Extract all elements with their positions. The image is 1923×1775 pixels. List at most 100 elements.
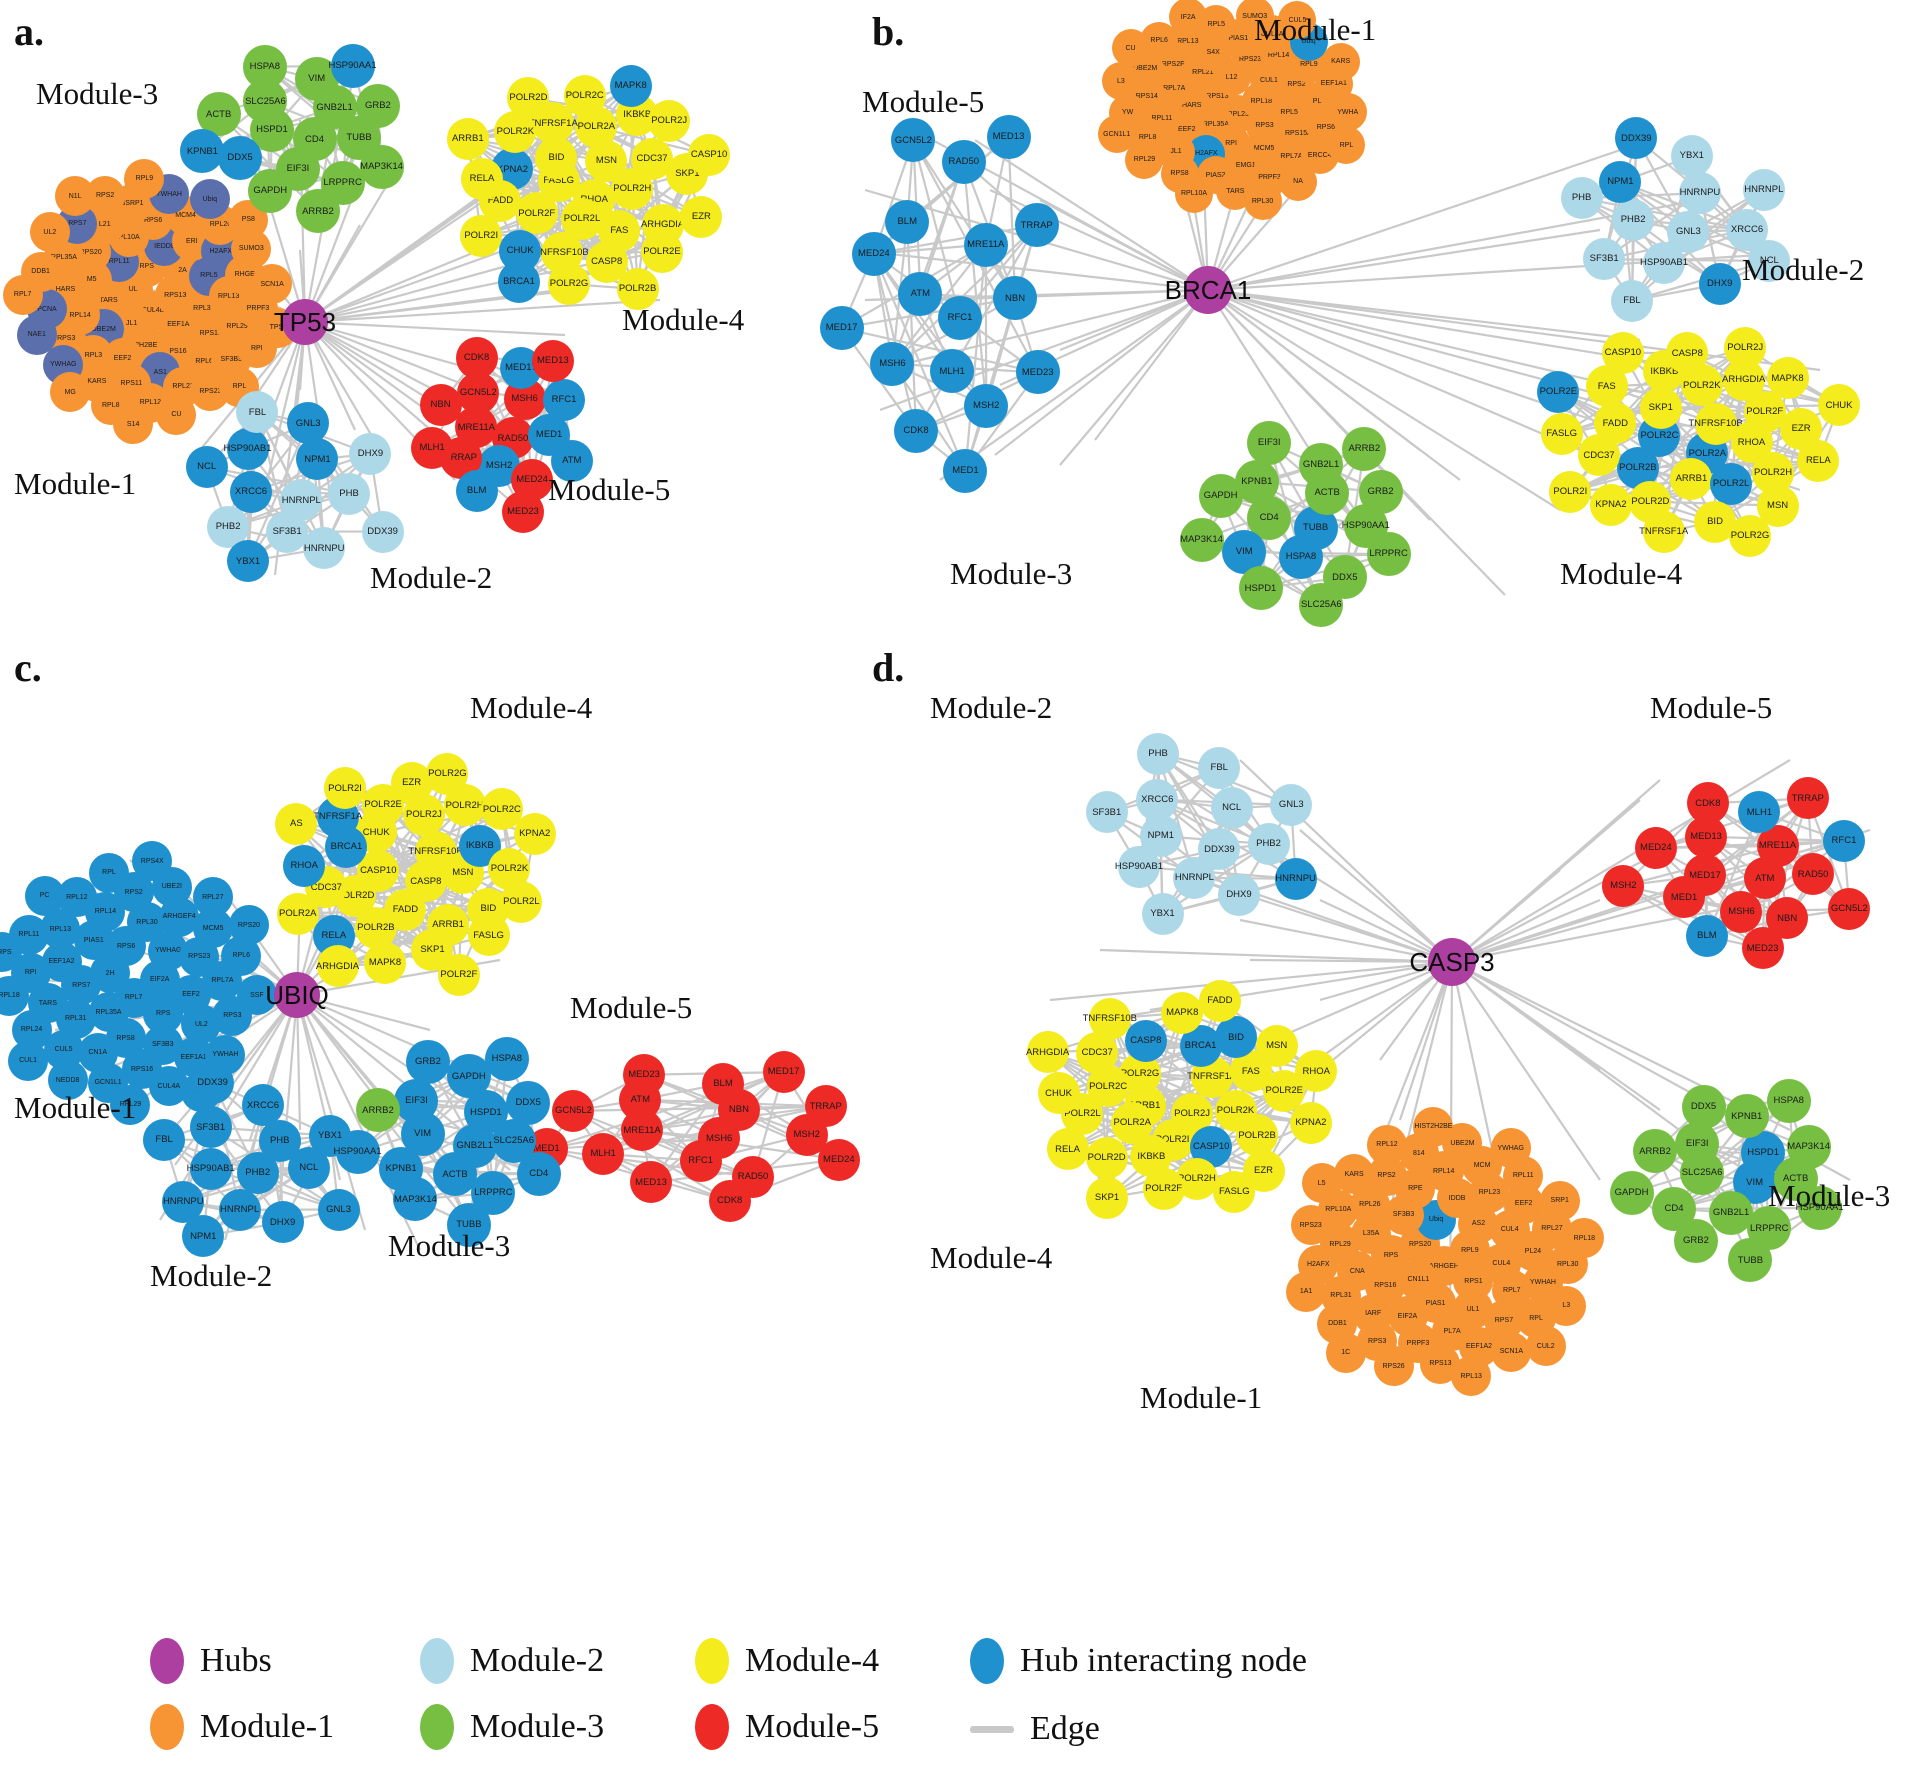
panel-d-module-3-node-ddx5[interactable]: DDX5 [1681, 1084, 1726, 1129]
panel-b-module-3-node-arrb2[interactable]: ARRB2 [1342, 426, 1387, 471]
panel-b-module-1-node-47[interactable]: NA [1279, 162, 1318, 201]
panel-b-module-2-node-fbl[interactable]: FBL [1611, 279, 1653, 322]
panel-d-module-4-node-msn[interactable]: MSN [1255, 1025, 1298, 1068]
panel-d-module-3-node-arrb2[interactable]: ARRB2 [1633, 1129, 1678, 1174]
panel-c-module-5-node-blm[interactable]: BLM [701, 1062, 744, 1105]
panel-a-module-2-node-dhx9[interactable]: DHX9 [349, 433, 392, 476]
panel-c-module-3-node-ddx5[interactable]: DDX5 [506, 1080, 551, 1125]
panel-b-module-2-node-sf3b1[interactable]: SF3B1 [1583, 238, 1626, 281]
panel-b-module-4-node-tnfrsf1a[interactable]: TNFRSF1A [1639, 511, 1688, 554]
panel-a-module-3-node-ddx5[interactable]: DDX5 [218, 135, 263, 180]
panel-d-module-4-node-polr2f[interactable]: POLR2F [1142, 1167, 1185, 1210]
panel-a-module-5-node-cdk8[interactable]: CDK8 [455, 336, 498, 379]
panel-c-module-4-node-polr2i[interactable]: POLR2I [324, 767, 367, 810]
panel-c-module-3-node-eif3i[interactable]: EIF3I [394, 1078, 439, 1123]
panel-a-module-3-node-grb2[interactable]: GRB2 [355, 83, 400, 128]
panel-c-module-1-node-38[interactable]: RPL [88, 852, 129, 893]
panel-b-module-4-node-polr2j[interactable]: POLR2J [1724, 326, 1767, 369]
panel-b-module-4-node-cdc37[interactable]: CDC37 [1577, 434, 1620, 477]
panel-d-module-3-node-eif3i[interactable]: EIF3I [1675, 1121, 1720, 1166]
panel-b-module-1-node-48[interactable]: L3 [1101, 62, 1140, 101]
panel-b-module-1-node-51[interactable]: IF2A [1169, 0, 1208, 37]
panel-c-module-5-node-trrap[interactable]: TRRAP [804, 1085, 847, 1128]
panel-d-module-2-node-ncl[interactable]: NCL [1210, 787, 1253, 830]
panel-c-module-1-node-49[interactable]: RPS20 [228, 905, 269, 945]
panel-b-module-3-node-hspa8[interactable]: HSPA8 [1278, 535, 1323, 580]
panel-c-module-2-node-gnl3[interactable]: GNL3 [317, 1188, 360, 1231]
panel-c-module-5-node-med17[interactable]: MED17 [762, 1051, 805, 1094]
panel-d-module-1-node-59[interactable]: HIST2H2BE [1413, 1106, 1454, 1147]
panel-a-module-2-node-hsp90ab1[interactable]: HSP90AB1 [223, 427, 272, 470]
panel-b-module-5-node-nbn[interactable]: NBN [993, 276, 1038, 321]
panel-b-module-3-node-gnb2l1[interactable]: GNB2L1 [1299, 442, 1344, 487]
panel-b-module-2-node-hnrnpu[interactable]: HNRNPU [1678, 172, 1721, 215]
panel-d-module-5-node-med24[interactable]: MED24 [1634, 826, 1677, 869]
panel-b-module-2-node-ddx39[interactable]: DDX39 [1615, 117, 1658, 160]
panel-c-module-4-node-mapk8[interactable]: MAPK8 [364, 942, 406, 985]
panel-c-module-5-node-cdk8[interactable]: CDK8 [708, 1180, 751, 1223]
panel-a-module-2-node-gnl3[interactable]: GNL3 [287, 402, 330, 445]
panel-c-module-1-node-37[interactable]: NEDD8 [47, 1060, 88, 1101]
panel-b-module-1-node-53[interactable]: GCN1L1 [1097, 115, 1136, 154]
panel-b-module-5-node-gcn5l2[interactable]: GCN5L2 [891, 118, 936, 163]
panel-c-module-2-node-hsp90ab1[interactable]: HSP90AB1 [187, 1148, 235, 1191]
panel-b-module-2-node-phb[interactable]: PHB [1560, 177, 1603, 220]
panel-d-module-5-node-msh2[interactable]: MSH2 [1602, 864, 1645, 907]
panel-b-module-5-node-rad50[interactable]: RAD50 [941, 139, 986, 184]
panel-b-module-3-node-gapdh[interactable]: GAPDH [1198, 474, 1243, 519]
panel-d-module-2-node-xrcc6[interactable]: XRCC6 [1136, 778, 1179, 821]
panel-a-module-4-node-arrb1[interactable]: ARRB1 [446, 118, 489, 161]
panel-a-module-5-node-mlh1[interactable]: MLH1 [411, 426, 454, 469]
panel-b-module-5-node-cdk8[interactable]: CDK8 [894, 409, 939, 454]
panel-b-module-1-node-55[interactable]: RPL30 [1243, 182, 1282, 221]
panel-b-module-5-node-med24[interactable]: MED24 [851, 231, 896, 276]
panel-a-module-2-node-phb[interactable]: PHB [328, 472, 371, 515]
panel-a-module-3-node-gapdh[interactable]: GAPDH [248, 169, 293, 214]
panel-c-module-1-node-45[interactable]: CUL1 [8, 1040, 49, 1081]
panel-d-module-4-node-mapk8[interactable]: MAPK8 [1161, 991, 1204, 1034]
panel-b-module-5-node-med17[interactable]: MED17 [819, 305, 864, 350]
panel-d-module-1-node-52[interactable]: L3 [1546, 1285, 1587, 1326]
panel-d-module-2-node-gnl3[interactable]: GNL3 [1270, 784, 1313, 827]
panel-d-module-3-node-hspa8[interactable]: HSPA8 [1766, 1079, 1811, 1124]
panel-b-module-5-node-mlh1[interactable]: MLH1 [930, 349, 975, 394]
panel-b-module-1-node-54[interactable]: CUL5 [1278, 1, 1317, 40]
panel-c-module-4-node-polr2l[interactable]: POLR2L [500, 880, 543, 923]
panel-b-module-3-node-eif3i[interactable]: EIF3I [1247, 421, 1292, 466]
panel-a-module-2-node-ncl[interactable]: NCL [185, 446, 228, 489]
panel-b-module-5-node-med1[interactable]: MED1 [943, 449, 988, 493]
panel-d-module-1-node-60[interactable]: CUL2 [1525, 1326, 1566, 1367]
panel-c-module-4-node-kpna2[interactable]: KPNA2 [513, 812, 556, 855]
panel-b-module-5-node-med13[interactable]: MED13 [986, 114, 1031, 159]
panel-d-module-3-node-grb2[interactable]: GRB2 [1673, 1218, 1718, 1263]
panel-c-module-2-node-npm1[interactable]: NPM1 [182, 1215, 225, 1258]
panel-c-module-2-node-dhx9[interactable]: DHX9 [261, 1201, 304, 1244]
panel-d-module-5-node-blm[interactable]: BLM [1685, 915, 1728, 958]
panel-a-module-3-node-arrb2[interactable]: ARRB2 [295, 189, 340, 234]
panel-a-module-4-node-polr2f[interactable]: POLR2F [515, 192, 558, 235]
panel-a-module-4-node-ezr[interactable]: EZR [680, 195, 723, 238]
panel-a-module-5-node-atm[interactable]: ATM [550, 440, 593, 483]
panel-a-module-1-node-58[interactable]: MG [50, 372, 91, 413]
panel-a-module-1-node-59[interactable]: RPL9 [124, 158, 165, 199]
panel-b-module-4-node-casp8[interactable]: CASP8 [1666, 332, 1709, 375]
panel-a-module-4-node-polr2d[interactable]: POLR2D [507, 76, 550, 119]
panel-a-module-4-node-bid[interactable]: BID [535, 136, 578, 179]
panel-c-module-3-node-tubb[interactable]: TUBB [446, 1202, 491, 1247]
panel-b-module-5-node-mre11a[interactable]: MRE11A [963, 222, 1008, 267]
panel-a-module-4-node-brca1[interactable]: BRCA1 [497, 260, 540, 303]
panel-a-module-2-node-fbl[interactable]: FBL [236, 391, 279, 434]
panel-b-module-2-node-npm1[interactable]: NPM1 [1599, 160, 1642, 203]
panel-d-module-1-node-55[interactable]: RPL13 [1451, 1356, 1492, 1397]
panel-c-module-1-node-46[interactable]: RPS4X [132, 841, 173, 882]
panel-b-module-3-node-lrpprc[interactable]: LRPPRC [1366, 532, 1411, 577]
panel-c-module-1-node-29[interactable]: GCN1L1 [88, 1062, 129, 1103]
panel-d-module-4-node-arhgdia[interactable]: ARHGDIA [1026, 1031, 1069, 1074]
panel-d-module-1-node-56[interactable]: L5 [1301, 1163, 1342, 1204]
panel-d-module-2-node-hnrnpl[interactable]: HNRNPL [1173, 856, 1216, 899]
panel-b-module-4-node-mapk8[interactable]: MAPK8 [1766, 357, 1809, 400]
panel-c-module-5-node-rfc1[interactable]: RFC1 [679, 1139, 722, 1182]
panel-b-module-5-node-blm[interactable]: BLM [885, 199, 930, 244]
panel-a-module-5-node-med23[interactable]: MED23 [501, 490, 544, 533]
panel-b-module-5-node-rfc1[interactable]: RFC1 [938, 295, 982, 340]
